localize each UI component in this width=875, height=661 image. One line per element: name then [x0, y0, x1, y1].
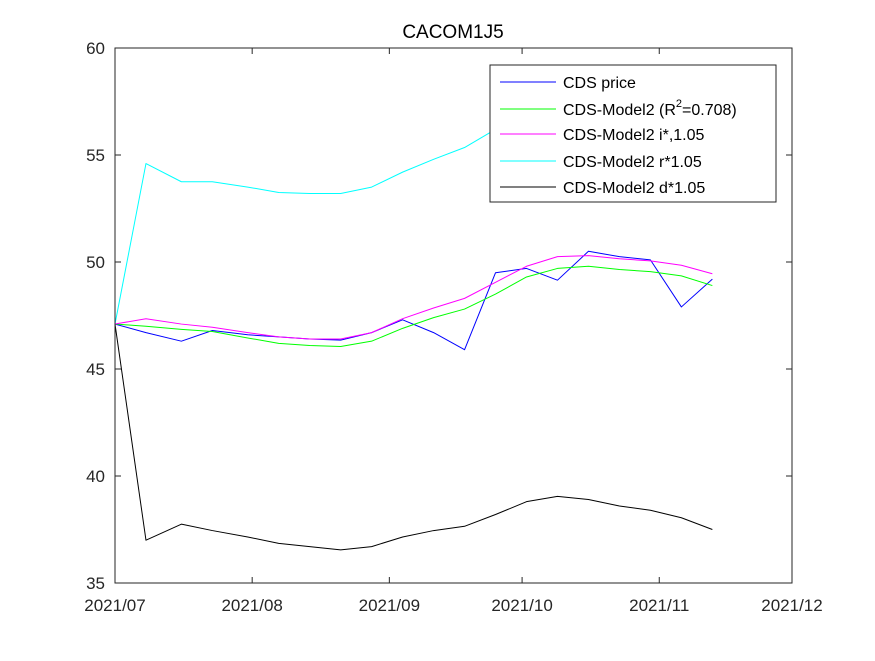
series-line-4: [115, 323, 713, 551]
legend-label-superscript: 2: [676, 98, 682, 110]
legend-label-part: =0.708): [682, 102, 737, 119]
y-axis: 35 40 45 50 55 60: [86, 39, 792, 593]
legend-label: CDS-Model2 r*1.05: [563, 154, 702, 171]
y-tick-label: 45: [86, 360, 105, 379]
series-line-0: [115, 250, 713, 351]
x-tick-label: 2021/08: [221, 596, 282, 615]
y-tick-label: 50: [86, 253, 105, 272]
y-tick-label: 60: [86, 39, 105, 58]
y-tick-label: 40: [86, 467, 105, 486]
x-tick-label: 2021/07: [84, 596, 145, 615]
x-axis: 2021/07 2021/08 2021/09 2021/10 2021/11 2021/…: [84, 48, 823, 615]
legend-label: CDS-Model2 d*1.05: [563, 180, 705, 197]
legend-label: CDS-Model2 (R2=0.708): [563, 98, 737, 119]
legend-label: CDS price: [563, 75, 636, 92]
series-line-1: [115, 265, 713, 348]
x-tick-label: 2021/12: [761, 596, 822, 615]
legend-label-part: CDS-Model2 (R: [563, 102, 676, 119]
x-tick-label: 2021/10: [491, 596, 552, 615]
x-tick-label: 2021/11: [629, 596, 689, 615]
legend-label: CDS-Model2 i*,1.05: [563, 127, 705, 144]
chart-title: CACOM1J5: [402, 22, 503, 43]
x-tick-label: 2021/09: [359, 596, 420, 615]
axes-frame: [114, 47, 793, 584]
y-tick-label: 35: [86, 574, 105, 593]
series-line-2: [115, 255, 713, 340]
y-tick-label: 55: [86, 146, 105, 165]
